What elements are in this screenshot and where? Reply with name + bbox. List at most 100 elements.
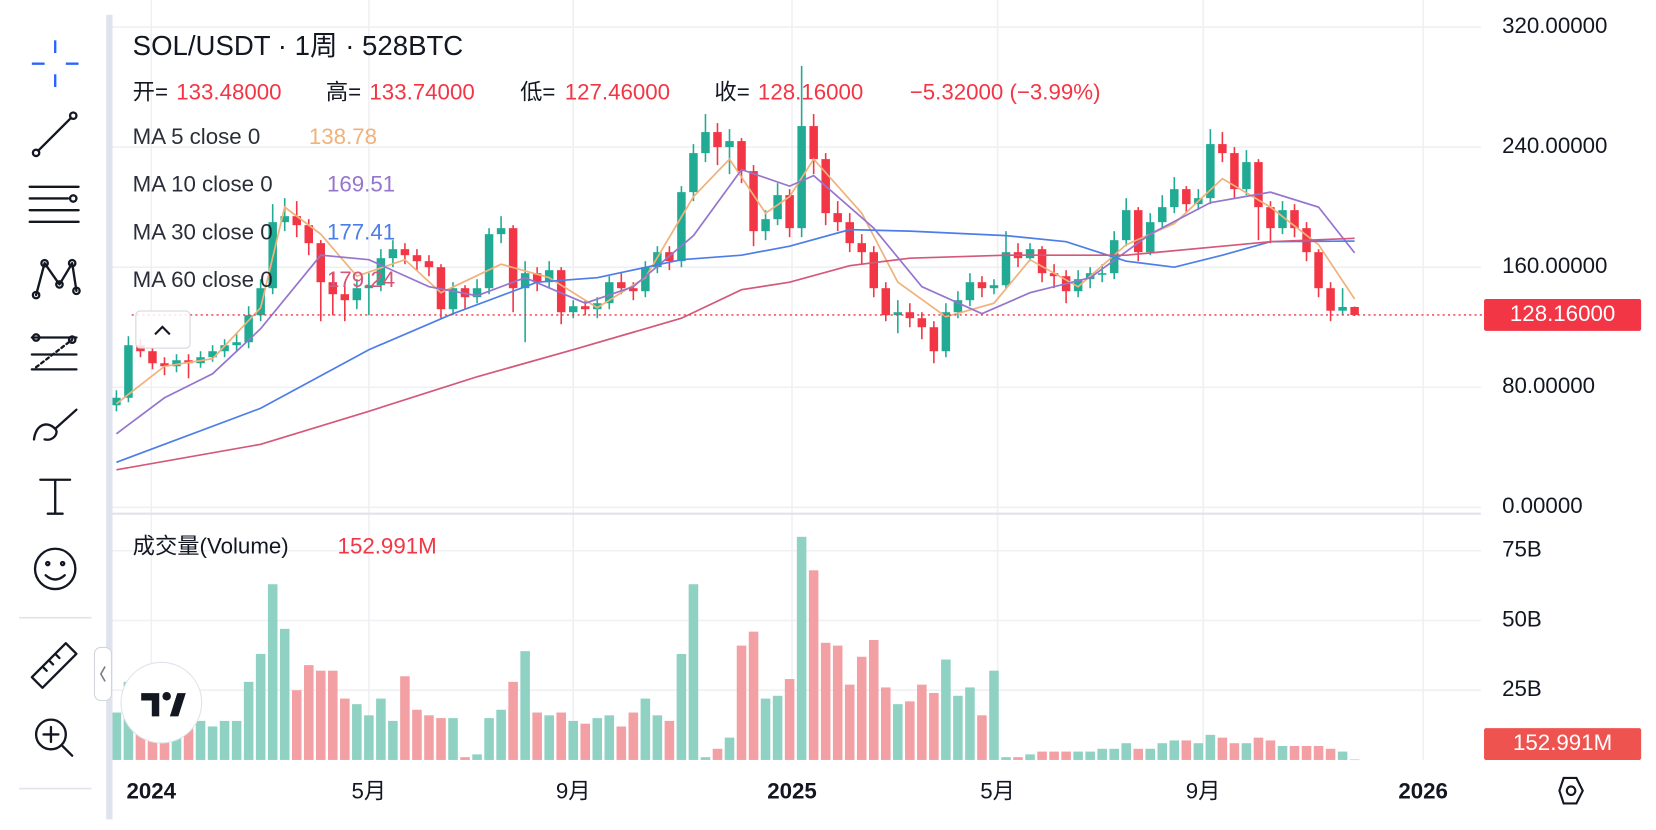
candle-body [1037,249,1047,274]
candle-body [689,153,698,193]
candle-body [1206,144,1215,199]
ma-line [115,168,1356,435]
volume-bar [568,720,579,760]
candle-body [1266,207,1275,229]
candle-body [520,273,530,289]
candle-body [857,243,866,253]
pattern-tool[interactable] [31,258,81,300]
volume-bar [736,645,747,760]
candle-body [1350,306,1359,315]
trend-line-tool[interactable] [31,111,78,158]
toolbar-rail [106,14,113,820]
fib-tool[interactable] [30,333,78,371]
candle-body [1073,279,1083,292]
candle-body [653,252,662,268]
volume-bar [340,698,350,760]
candle-body [593,303,602,310]
ma-legend-name: MA 10 close 0 [133,172,273,197]
volume-bar [291,690,302,760]
volume-bar [532,712,542,760]
volume-bar [376,698,386,760]
ruler-tool[interactable] [30,642,78,689]
volume-bar [592,718,603,760]
candle-body [376,258,386,286]
collapse-toolbar-button[interactable] [93,646,112,702]
volume-bar [195,720,206,760]
ma-legend-name: MA 30 close 0 [133,219,273,244]
ma-line [116,228,1355,464]
volume-tick-label: 25B [1502,676,1542,701]
volume-bar [628,712,639,760]
ohlc-value: 133.48000 [176,79,281,104]
volume-bar [1265,740,1276,760]
volume-bar [400,676,410,760]
ma-legend-value: 179.24 [327,267,395,292]
candle-body [148,351,157,364]
tradingview-logo[interactable] [120,661,203,744]
volume-bar [1157,743,1168,760]
crosshair-tool[interactable] [31,40,79,88]
candle-body [941,312,951,352]
volume-bar [965,687,975,760]
candle-body [965,282,975,301]
text-tool[interactable] [39,478,72,515]
brush-tool[interactable] [32,408,78,441]
candle-body [1242,162,1251,190]
candle-body [773,195,782,220]
scroll-up-button[interactable] [135,310,191,349]
volume-bar [977,715,987,760]
volume-bar [796,536,807,760]
x-tick-label: 9月 [1186,779,1221,804]
volume-bar [255,653,266,760]
volume-bar [303,665,314,760]
candle-body [568,306,578,313]
candle-body [1001,252,1011,286]
volume-bar [424,715,434,760]
volume-bar [917,684,927,760]
candle-body [1314,252,1323,289]
ohlc-label: 低= [520,79,555,104]
volume-bar [484,718,494,760]
volume-bar [989,670,999,760]
candle-body [581,306,590,310]
y-tick-label: 320.00000 [1502,13,1607,38]
candle-body [364,285,374,289]
volume-bar [953,695,963,760]
candle-body [893,312,903,316]
volume-bar [580,723,591,760]
volume-bar [905,701,915,760]
toolbar [19,14,113,820]
volume-bar [352,704,362,760]
x-tick-label: 2026 [1398,779,1448,804]
volume-bar [832,645,843,760]
settings-button[interactable] [1558,776,1584,805]
candle-body [1170,189,1179,208]
volume-bar [1073,751,1083,760]
ma-legend: MA 5 close 0 138.78 MA 10 close 0 169.51 MA … [133,124,395,292]
candle-body [1338,306,1347,311]
horizontal-lines-tool[interactable] [28,185,80,223]
ma-legend-value: 169.51 [327,172,395,197]
volume-bar [1001,757,1011,760]
candle-body [1278,210,1287,229]
candle-body [388,249,398,259]
volume-bar [496,709,506,760]
volume-bar [760,698,771,760]
volume-bar [640,698,651,760]
candle-body [881,288,891,316]
candle-body [424,261,434,268]
candle-body [1254,162,1263,208]
last-volume-label: 152.991M [1513,730,1612,755]
candle-body [160,363,169,367]
candle-body [496,228,506,235]
candle-body [1326,288,1335,311]
zoom-tool[interactable] [34,718,74,757]
candle-body [316,243,326,283]
candle-body [617,282,626,289]
volume-bar [676,653,687,760]
emoji-tool[interactable] [33,547,77,591]
ohlc-value: 128.16000 [758,79,863,104]
ma-legend-value: 177.41 [327,219,395,244]
